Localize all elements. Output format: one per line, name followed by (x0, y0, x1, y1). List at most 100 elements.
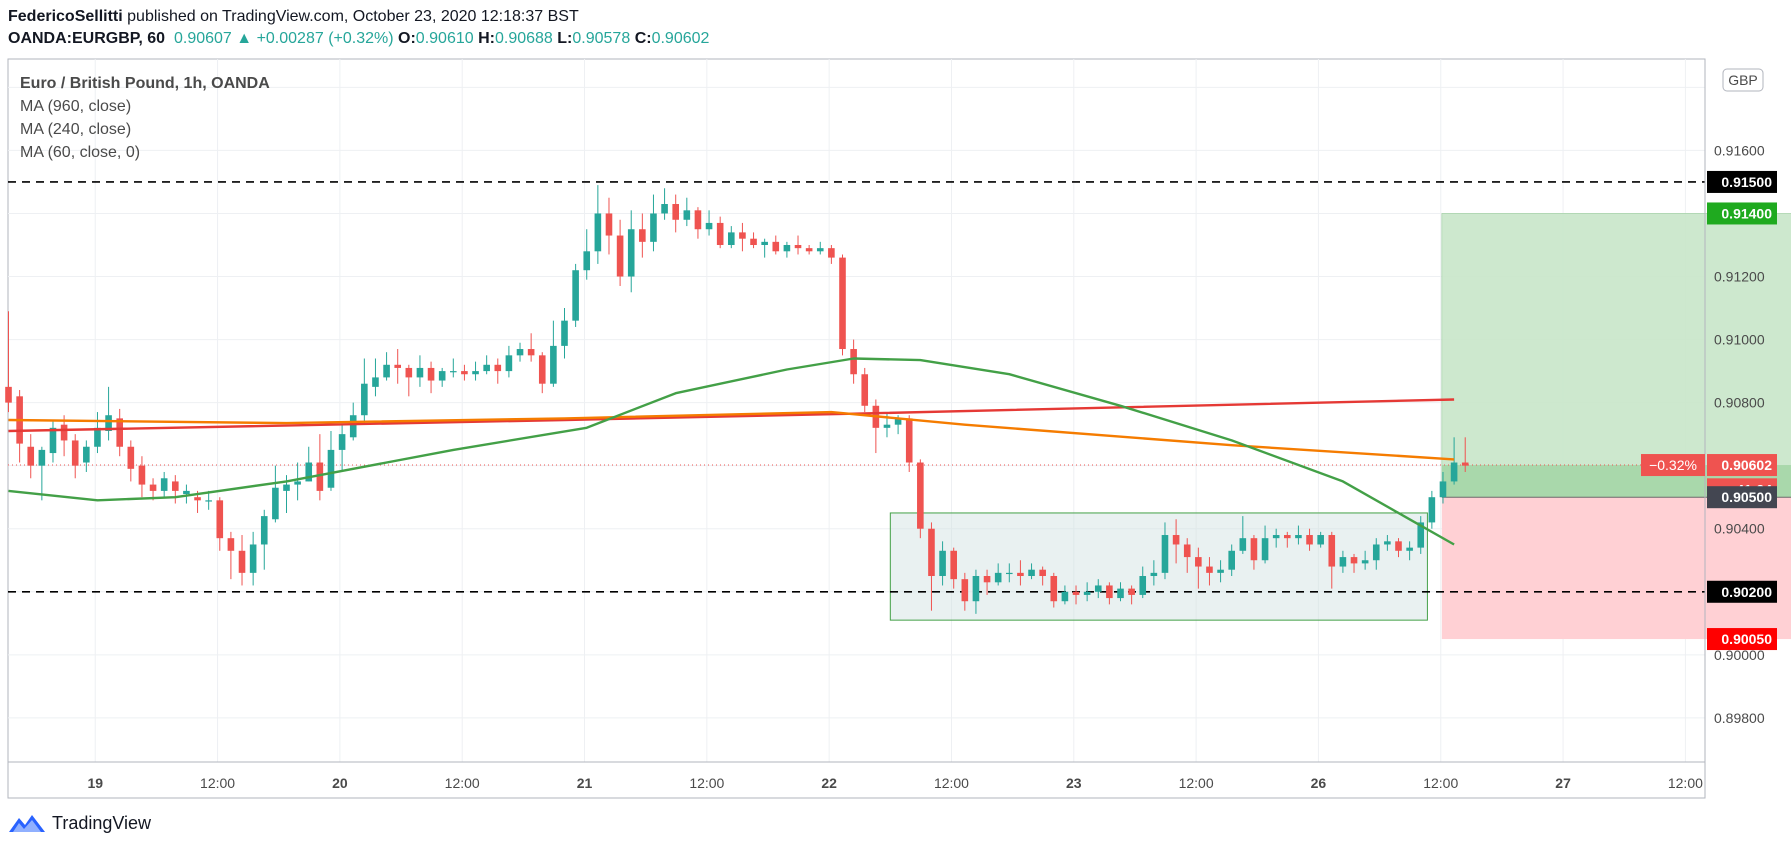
ma-240-line[interactable] (8, 410, 1455, 461)
candle-body (1028, 569, 1035, 577)
candle-body (1183, 544, 1191, 558)
candle-body (1461, 462, 1469, 466)
candle-body (149, 484, 157, 491)
candle-body (1328, 535, 1336, 567)
high-label: H: (478, 30, 495, 47)
candle-body (238, 550, 246, 573)
price-label-text: 0.91400 (1721, 205, 1772, 221)
candle-body (572, 270, 579, 321)
candle-body (861, 374, 869, 406)
candle-body (83, 446, 90, 463)
candle-body (49, 427, 57, 454)
legend-ma-240[interactable]: MA (240, close) (20, 121, 131, 138)
candle-body (216, 500, 224, 539)
x-tick-label: 12:00 (689, 775, 724, 791)
candle-body (1117, 588, 1124, 599)
candle-body (394, 364, 401, 368)
loss-zone (1441, 497, 1791, 640)
y-tick-label: 0.90400 (1714, 521, 1765, 537)
candle-body (661, 204, 668, 214)
legend: Euro / British Pound, 1h, OANDA MA (960,… (20, 75, 270, 161)
candle-body (1417, 522, 1425, 548)
candle-body (260, 516, 268, 545)
grid (8, 59, 1705, 762)
price-label-text: 0.91500 (1721, 174, 1772, 190)
candle-body (939, 550, 946, 577)
candle-body (728, 232, 735, 245)
candle-body (605, 213, 613, 236)
candle-body (316, 462, 324, 491)
chart-header: FedericoSellitti published on TradingVie… (8, 6, 1778, 50)
candle-body (194, 497, 201, 501)
candle-body (205, 500, 212, 502)
candle-body (272, 487, 279, 520)
candle-body (416, 367, 424, 378)
change-badge-text: −0.32% (1649, 457, 1697, 473)
candle-body (60, 424, 68, 441)
candle-body (1006, 572, 1013, 575)
candle-body (1428, 497, 1436, 523)
currency-badge[interactable]: GBP (1722, 68, 1764, 92)
candle-body (894, 418, 902, 425)
legend-title: Euro / British Pound, 1h, OANDA (20, 75, 270, 92)
candle-body (816, 248, 824, 252)
y-tick-label: 0.90000 (1714, 647, 1765, 663)
price-label-text: 0.90500 (1721, 489, 1772, 505)
candle-body (1017, 572, 1024, 577)
ma-960-line[interactable] (8, 398, 1455, 433)
open-value: 0.90610 (415, 30, 474, 47)
x-tick-label: 12:00 (200, 775, 235, 791)
candle-body (616, 235, 624, 277)
candle-body (160, 478, 168, 491)
x-tick-label: 27 (1555, 775, 1571, 791)
candle-body (1261, 538, 1269, 561)
candle-body (783, 244, 791, 252)
candle-body (1083, 591, 1091, 595)
candle-body (405, 367, 413, 378)
x-tick-label: 23 (1066, 775, 1082, 791)
open-label: O: (398, 30, 416, 47)
legend-ma-60[interactable]: MA (60, close, 0) (20, 144, 140, 161)
candle-body (739, 232, 746, 239)
candle-body (450, 371, 457, 373)
candle-body (917, 462, 924, 529)
candle-body (905, 418, 913, 463)
candle-body (883, 424, 891, 428)
x-tick-label: 20 (332, 775, 348, 791)
candle-body (1072, 591, 1080, 595)
x-tick-label: 12:00 (445, 775, 480, 791)
tradingview-logo-icon[interactable] (8, 812, 46, 834)
candle-body (127, 446, 135, 469)
time-axis[interactable]: 19 12:00 20 12:00 21 12:00 22 12:00 23 12:00 26 12:… (87, 775, 1791, 791)
ma-60-line[interactable] (8, 357, 1455, 546)
candle-body (1295, 535, 1302, 539)
author-name[interactable]: FedericoSellitti (8, 8, 123, 25)
symbol-name: OANDA:EURGBP, 60 (8, 30, 166, 47)
candle-body (550, 345, 557, 384)
candle-body (772, 241, 780, 252)
candle-body (1395, 541, 1402, 551)
candle-body (1139, 576, 1147, 595)
candle-body (1350, 557, 1358, 564)
currency-badge-label: GBP (1728, 72, 1758, 88)
candle-body (627, 229, 635, 277)
candle-body (227, 538, 235, 551)
candle-body (349, 415, 357, 438)
candle-body (1284, 535, 1291, 539)
candle-body (438, 371, 446, 381)
price-axis[interactable]: 0.91600 0.91200 0.91000 0.90800 0.90400 0.900… (1714, 142, 1765, 725)
candle-body (5, 386, 12, 403)
price-label-bg (1707, 170, 1777, 193)
candle-body (1339, 557, 1347, 567)
legend-ma-960[interactable]: MA (960, close) (20, 98, 131, 115)
candle-body (361, 383, 368, 416)
candle-body (1250, 538, 1258, 561)
candle-body (839, 257, 846, 350)
candle-body (538, 355, 546, 384)
candle-body (672, 204, 679, 220)
x-tick-label: 21 (577, 775, 593, 791)
candle-body (249, 544, 257, 573)
tradingview-brand[interactable]: TradingView (52, 812, 152, 833)
candle-body (1106, 585, 1113, 599)
